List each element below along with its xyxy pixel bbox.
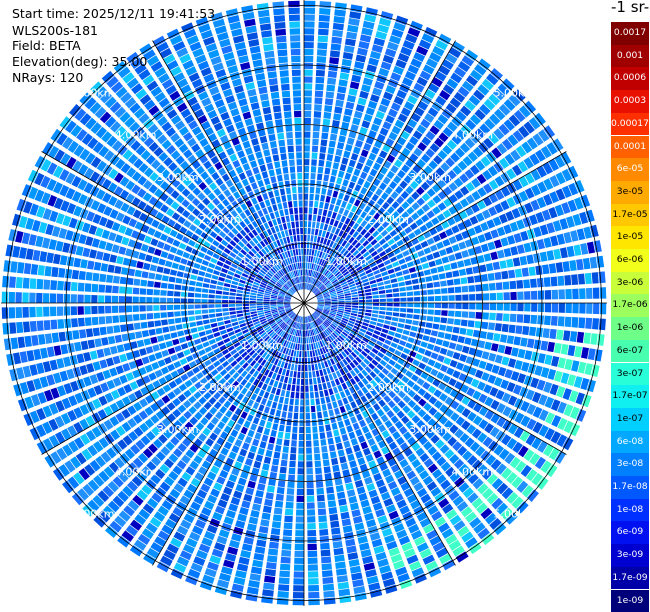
range-ring-label: 3.00km [157,171,199,184]
colorbar-cell: 3e-06 [611,272,649,295]
colorbar-cell: 1.7e-08 [611,476,649,499]
field-text: Field: BETA [12,38,81,53]
colorbar-cell: 1.7e-09 [611,567,649,590]
colorbar-cell: 6e-07 [611,340,649,363]
colorbar-cell: 1.7e-05 [611,204,649,227]
colorbar-cell: 1.7e-06 [611,294,649,317]
range-ring-label: 2.00km [199,213,241,226]
device-text: WLS200s-181 [12,23,98,38]
colorbar-cell: 1e-08 [611,499,649,522]
range-ring-label: 1.00km [241,339,283,352]
range-ring-label: 1.00km [325,255,367,268]
range-ring-label: 1.00km [325,339,367,352]
colorbar-cell: 0.0003 [611,90,649,113]
colorbar-cell: 0.001 [611,45,649,68]
range-ring-label: 3.00km [409,171,451,184]
range-ring-label: 4.00km [115,465,157,478]
colorbar-cell: 1e-05 [611,226,649,249]
range-ring-label: 2.00km [367,381,409,394]
range-ring-label: 3.00km [409,423,451,436]
colorbar-cell: 6e-08 [611,431,649,454]
range-ring-label: 4.00km [452,465,494,478]
colorbar-cell: 1.7e-07 [611,385,649,408]
colorbar-cell: 0.0006 [611,67,649,90]
colorbar-cell: 3e-09 [611,544,649,567]
colorbar-cell: 3e-05 [611,181,649,204]
range-ring-label: 1.00km [241,255,283,268]
range-ring-label: 5.00km [73,507,115,520]
colorbar-cell: 3e-08 [611,453,649,476]
range-ring-label: 5.00km [494,507,536,520]
colorbar-cell: 1e-07 [611,408,649,431]
range-ring-label: 2.00km [367,213,409,226]
colorbar-cell: 6e-05 [611,158,649,181]
range-ring-label: 3.00km [157,423,199,436]
colorbar-cell: 1e-06 [611,317,649,340]
colorbar-cell: 0.00017 [611,113,649,136]
colorbar-unit-label: -1 sr- [611,0,649,16]
colorbar-cell: 3e-07 [611,363,649,386]
colorbar-cell: 0.0001 [611,136,649,159]
range-ring-label: 2.00km [199,381,241,394]
colorbar-cell: 1e-09 [611,590,649,612]
range-ring-label: 5.00km [494,87,536,100]
nrays-text: NRays: 120 [12,70,83,85]
range-ring-label: 4.00km [115,129,157,142]
range-ring-label: 5.00km [73,87,115,100]
start-time-text: Start time: 2025/12/11 19:41:53 [12,6,215,21]
colorbar-cell: 6e-06 [611,249,649,272]
elevation-text: Elevation(deg): 35.00 [12,54,147,69]
colorbar-cell: 6e-09 [611,521,649,544]
range-ring-label: 4.00km [452,129,494,142]
colorbar-cell: 0.0017 [611,22,649,45]
